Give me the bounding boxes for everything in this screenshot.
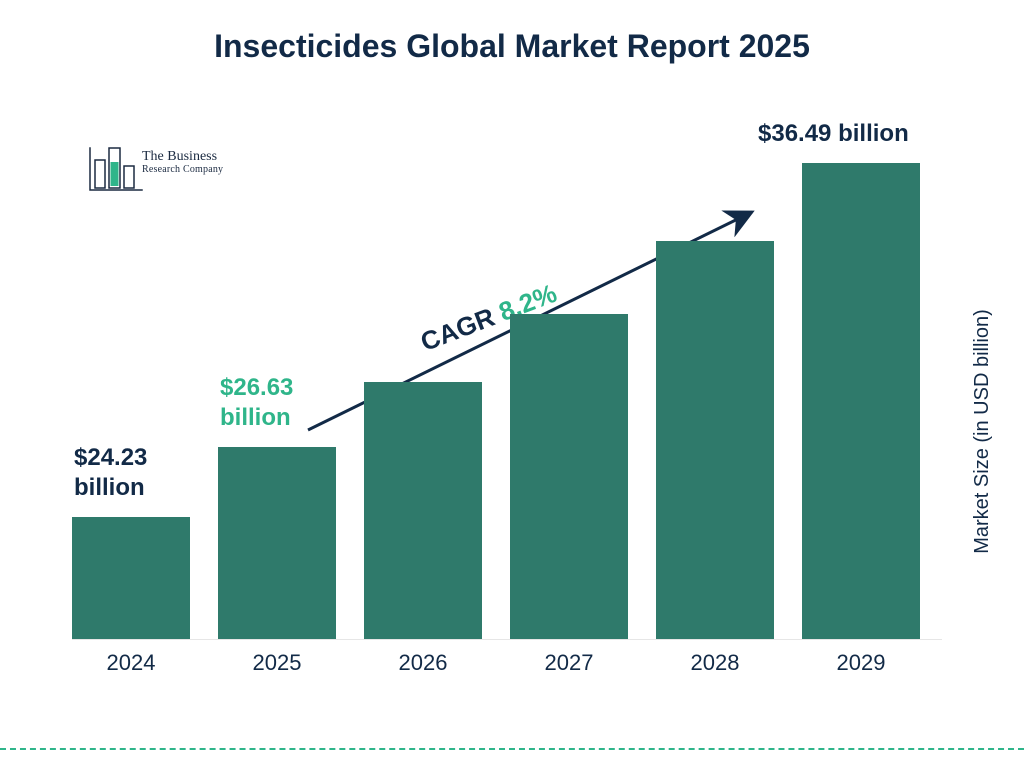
chart-title: Insecticides Global Market Report 2025 [0, 28, 1024, 65]
x-axis-label: 2028 [656, 650, 774, 676]
cagr-prefix: CAGR [416, 299, 505, 357]
bar [218, 447, 336, 639]
x-axis-label: 2027 [510, 650, 628, 676]
page: Insecticides Global Market Report 2025 T… [0, 0, 1024, 768]
x-axis-label: 2025 [218, 650, 336, 676]
y-axis-label: Market Size (in USD billion) [971, 309, 994, 554]
value-callout: $24.23 billion [74, 443, 184, 503]
bar [802, 163, 920, 639]
x-axis-label: 2029 [802, 650, 920, 676]
value-callout: $26.63 billion [220, 373, 330, 433]
x-axis-label: 2024 [72, 650, 190, 676]
bar [510, 314, 628, 639]
footer-divider [0, 748, 1024, 750]
x-axis-label: 2026 [364, 650, 482, 676]
bar-chart: CAGR 8.2% 202420252026202720282029$24.23… [72, 120, 942, 680]
chart-baseline [72, 639, 942, 640]
bar [72, 517, 190, 639]
value-callout: $36.49 billion [758, 119, 928, 149]
bar [656, 241, 774, 639]
bar [364, 382, 482, 639]
